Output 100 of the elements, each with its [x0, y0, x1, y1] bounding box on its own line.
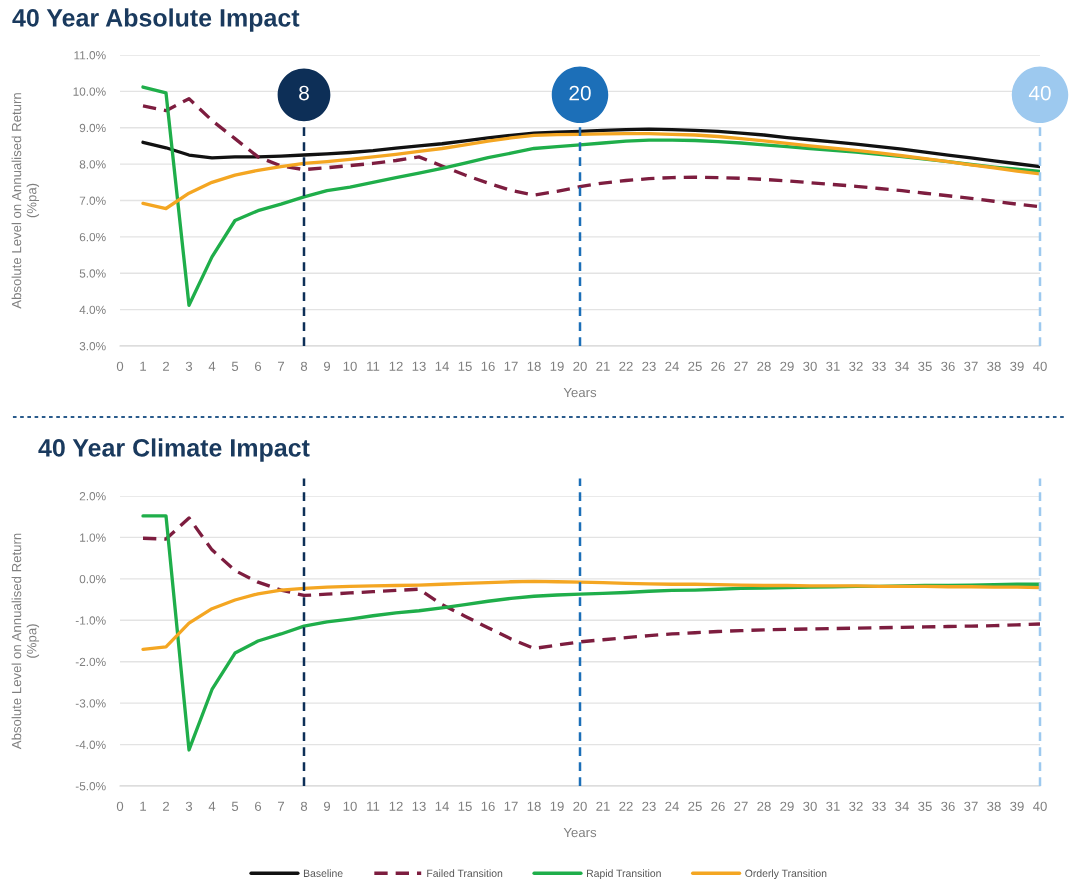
ref-line-label: 40 [1028, 85, 1051, 101]
y-tick-label: 10.0% [73, 87, 106, 96]
x-tick-label: 17 [504, 801, 518, 811]
x-tick-label: 33 [872, 361, 886, 371]
y-tick-label: -5.0% [75, 782, 106, 791]
x-tick-label: 20 [573, 361, 587, 371]
x-tick-label: 11 [367, 361, 380, 371]
ref-line-label: 20 [569, 85, 591, 101]
x-tick-label: 23 [642, 801, 656, 811]
x-tick-label: 35 [918, 361, 932, 371]
x-tick-label: 31 [826, 801, 840, 811]
x-tick-label: 21 [596, 801, 610, 811]
chart-title: 40 Year Absolute Impact [12, 8, 300, 32]
y-tick-label: -4.0% [75, 740, 106, 749]
x-tick-label: 40 [1032, 361, 1047, 371]
x-tick-label: 25 [688, 801, 702, 811]
x-tick-label: 10 [343, 361, 357, 371]
x-tick-label: 15 [458, 801, 472, 811]
x-tick-label: 28 [757, 801, 771, 811]
legend-label: Baseline [303, 869, 343, 877]
x-tick-label: 24 [665, 361, 679, 371]
x-tick-label: 22 [619, 361, 633, 371]
y-tick-label: 9.0% [79, 123, 106, 133]
x-tick-label: 9 [323, 801, 331, 811]
y-tick-label: 7.0% [79, 196, 106, 205]
x-tick-label: 4 [208, 361, 216, 371]
x-tick-label: 2 [163, 361, 170, 371]
x-tick-label: 17 [504, 361, 518, 371]
y-axis-title: Absolute Level on Annualised Return (%pa) [11, 533, 40, 750]
x-tick-label: 0 [116, 801, 124, 811]
x-tick-label: 0 [116, 361, 124, 371]
x-axis-title: Years [563, 387, 597, 398]
line-series [141, 127, 1040, 169]
x-tick-label: 31 [826, 361, 840, 371]
line-series [141, 516, 1040, 651]
x-tick-label: 6 [255, 801, 262, 811]
x-tick-label: 14 [435, 801, 449, 811]
x-tick-label: 16 [481, 361, 495, 371]
x-tick-label: 27 [734, 801, 748, 811]
x-tick-label: 15 [458, 361, 472, 371]
y-tick-label: 1.0% [80, 533, 106, 542]
x-tick-label: 14 [435, 361, 449, 371]
x-tick-label: 36 [941, 801, 955, 811]
ref-line-label: 8 [299, 85, 309, 101]
x-tick-label: 29 [780, 801, 794, 811]
x-tick-label: 12 [389, 801, 403, 811]
x-tick-label: 20 [573, 801, 587, 811]
x-tick-label: 9 [323, 361, 331, 371]
x-tick-label: 34 [895, 361, 909, 371]
x-tick-label: 24 [665, 801, 679, 811]
y-tick-label: -3.0% [75, 699, 106, 708]
x-tick-label: 27 [734, 361, 748, 371]
y-tick-label: 0.0% [79, 574, 106, 584]
line-series [141, 579, 1040, 651]
x-tick-label: 25 [688, 361, 702, 371]
y-tick-label: 5.0% [79, 269, 106, 278]
x-tick-label: 22 [619, 801, 633, 811]
x-tick-label: 38 [987, 801, 1001, 811]
x-tick-label: 32 [849, 361, 863, 371]
x-tick-label: 4 [208, 801, 216, 811]
x-tick-label: 37 [964, 361, 978, 371]
x-tick-label: 1 [140, 361, 147, 371]
x-tick-label: 3 [185, 801, 193, 811]
x-tick-label: 6 [255, 361, 262, 371]
x-tick-label: 21 [596, 361, 610, 371]
chart-title: 40 Year Climate Impact [38, 438, 310, 462]
y-tick-label: -1.0% [75, 616, 106, 625]
x-tick-label: 11 [367, 801, 380, 811]
x-tick-label: 18 [527, 801, 541, 811]
y-tick-label: 4.0% [79, 305, 106, 315]
x-tick-label: 1 [140, 801, 147, 811]
y-axis-title: Absolute Level on Annualised Return (%pa) [11, 93, 40, 309]
x-tick-label: 5 [231, 801, 239, 811]
x-tick-label: 10 [343, 801, 357, 811]
x-tick-label: 33 [872, 801, 886, 811]
x-tick-label: 26 [711, 361, 725, 371]
x-tick-label: 16 [481, 801, 495, 811]
x-tick-label: 35 [918, 801, 932, 811]
line-series [141, 131, 1040, 211]
x-tick-label: 18 [527, 361, 541, 371]
x-tick-label: 30 [803, 801, 817, 811]
x-tick-label: 2 [163, 801, 170, 811]
x-tick-label: 29 [780, 361, 794, 371]
x-tick-label: 39 [1010, 801, 1024, 811]
x-axis-title: Years [563, 827, 597, 838]
x-tick-label: 7 [278, 801, 285, 811]
x-tick-label: 8 [300, 801, 308, 811]
legend-label: Orderly Transition [745, 869, 827, 880]
x-tick-label: 37 [964, 801, 978, 811]
legend-label: Rapid Transition [587, 869, 661, 880]
y-tick-label: 8.0% [79, 160, 106, 169]
x-tick-label: 23 [642, 361, 656, 371]
x-tick-label: 8 [300, 361, 308, 371]
y-tick-label: 11.0% [74, 51, 106, 60]
x-tick-label: 19 [550, 801, 564, 811]
x-tick-label: 19 [550, 361, 564, 371]
x-tick-label: 3 [185, 361, 193, 371]
x-tick-label: 7 [278, 361, 285, 371]
x-tick-label: 38 [987, 361, 1001, 371]
y-tick-label: 3.0% [79, 342, 106, 351]
